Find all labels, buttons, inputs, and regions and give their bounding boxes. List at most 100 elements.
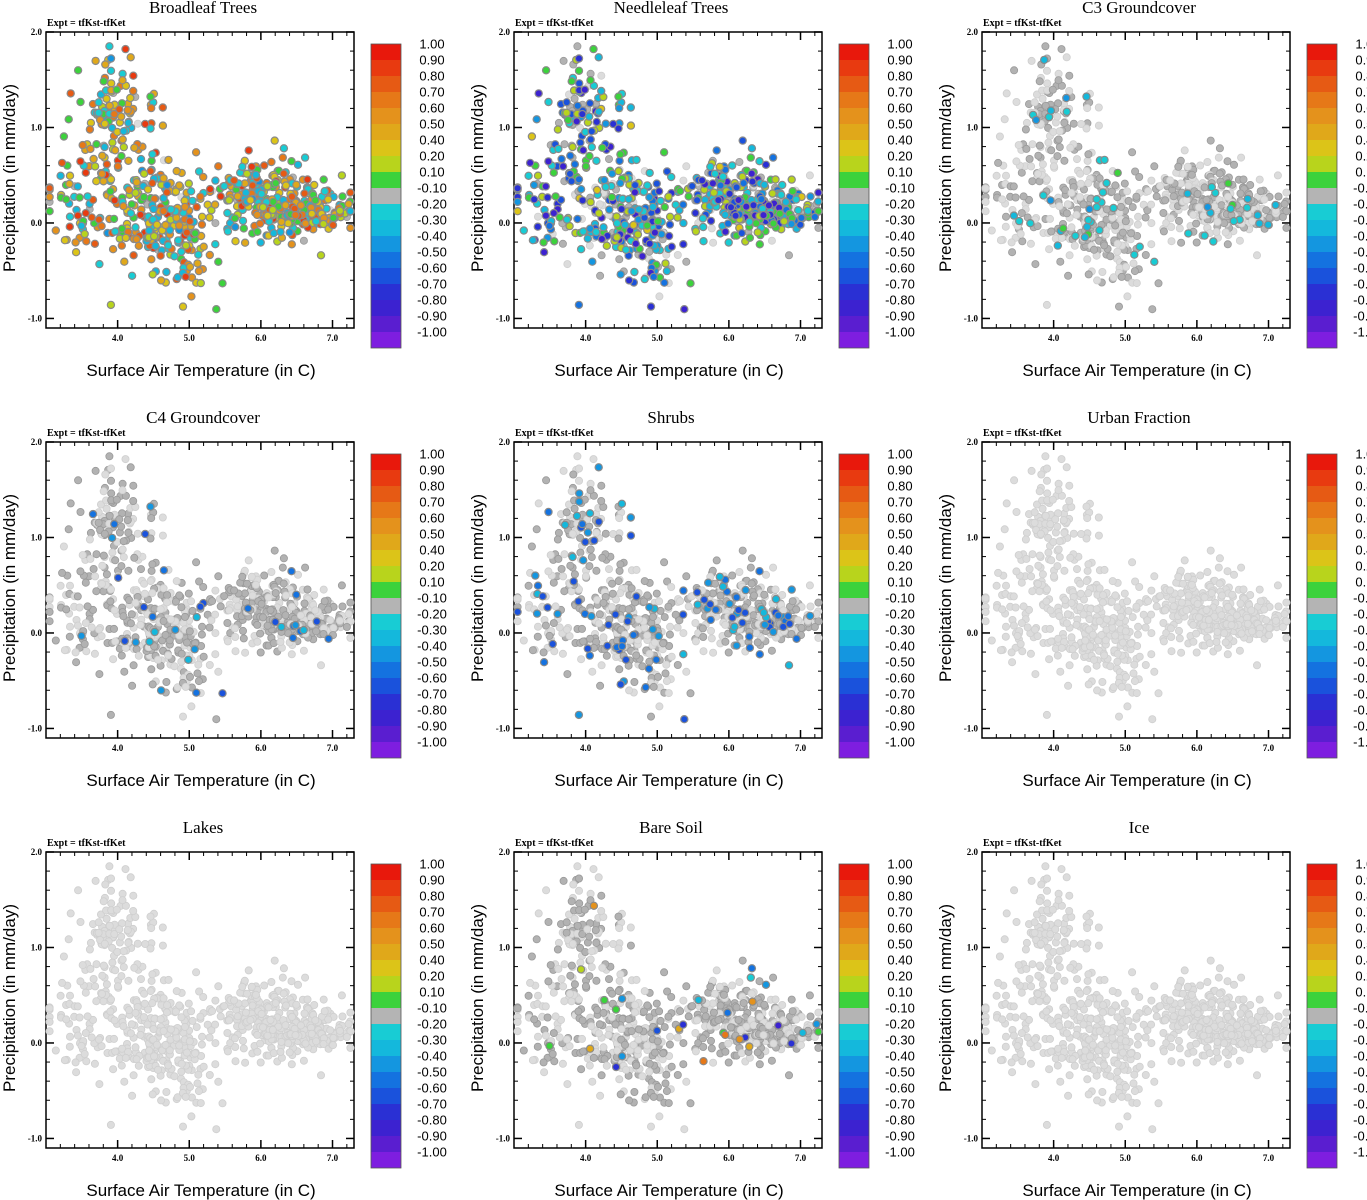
data-point-colored — [60, 235, 70, 245]
data-point-colored — [769, 219, 778, 228]
data-point — [230, 624, 239, 633]
data-point — [248, 591, 257, 600]
data-point — [110, 606, 119, 615]
data-point-colored — [532, 609, 542, 618]
data-point-colored — [771, 594, 781, 604]
data-point-colored — [633, 230, 643, 239]
data-point-colored — [312, 617, 321, 626]
data-point-colored — [120, 257, 129, 266]
data-point — [148, 680, 157, 689]
data-point — [625, 686, 634, 695]
data-point-colored — [277, 622, 286, 632]
data-point — [1053, 152, 1062, 161]
data-point-colored — [148, 612, 157, 622]
data-point-colored — [601, 119, 611, 128]
data-point-colored — [99, 77, 108, 86]
data-point — [788, 597, 797, 606]
colorbar-label: 0.90 — [1355, 53, 1367, 68]
data-point — [1128, 203, 1137, 212]
data-point — [132, 645, 141, 654]
y-tick-label: 2.0 — [499, 27, 511, 37]
data-point-colored — [700, 595, 709, 605]
data-point-colored — [575, 489, 584, 498]
data-point-colored — [287, 192, 297, 201]
data-point — [74, 476, 83, 485]
data-point — [140, 589, 149, 598]
data-point — [549, 578, 558, 587]
data-point-colored — [737, 228, 747, 238]
data-point-colored — [65, 179, 74, 189]
data-point — [56, 581, 65, 590]
data-point — [1237, 153, 1246, 162]
data-point — [66, 622, 75, 631]
colorbar-swatch — [1307, 220, 1337, 236]
data-point-colored — [170, 252, 179, 261]
data-point — [312, 627, 321, 636]
colorbar-swatch — [1307, 268, 1337, 284]
data-point-colored — [296, 201, 306, 210]
data-point — [513, 617, 522, 626]
colorbar-label: -0.20 — [1353, 197, 1367, 212]
colorbar-swatch — [371, 470, 401, 486]
data-point-colored — [102, 160, 112, 169]
x-tick-label: 7.0 — [1263, 333, 1275, 343]
data-point-colored — [164, 155, 173, 165]
data-point-colored — [223, 227, 233, 236]
data-point-colored — [159, 566, 169, 575]
data-point — [596, 271, 605, 280]
data-point — [1056, 257, 1065, 266]
colorbar-swatch — [371, 710, 401, 726]
data-point — [1022, 118, 1031, 127]
data-point — [153, 655, 162, 664]
data-point-colored — [1255, 219, 1264, 228]
data-point — [1183, 162, 1192, 171]
data-point-colored — [291, 210, 300, 220]
data-point-colored — [678, 610, 688, 619]
data-point — [1147, 219, 1156, 228]
colorbar-label: 0.90 — [887, 53, 912, 68]
data-point — [1167, 237, 1176, 246]
data-point — [83, 602, 92, 611]
data-point — [1147, 200, 1156, 209]
colorbar-label: 0.90 — [419, 463, 444, 478]
data-point-colored — [649, 272, 658, 282]
colorbar-swatch — [1307, 140, 1337, 156]
y-tick-label: 0.0 — [967, 628, 979, 638]
data-point-colored — [78, 140, 87, 150]
data-point — [709, 238, 718, 247]
data-point-colored — [51, 226, 61, 235]
data-point-colored — [741, 585, 750, 595]
colorbar-swatch — [839, 44, 869, 60]
data-point-colored — [291, 620, 300, 630]
colorbar-swatch — [371, 300, 401, 316]
colorbar-label: -0.90 — [1353, 309, 1367, 324]
data-point — [707, 626, 716, 635]
data-point-colored — [186, 187, 196, 196]
colorbar-swatch — [839, 534, 869, 550]
data-point — [223, 637, 232, 646]
colorbar-label: -0.80 — [885, 703, 915, 718]
data-point-colored — [243, 604, 253, 613]
data-point — [1090, 245, 1099, 254]
data-point — [597, 661, 606, 670]
y-tick-label: 0.0 — [499, 628, 511, 638]
data-point-colored — [614, 166, 623, 176]
data-point — [655, 597, 664, 606]
colorbar-label: -1.00 — [885, 325, 915, 340]
data-point — [814, 633, 823, 642]
data-point-colored — [706, 216, 716, 226]
data-point — [1220, 219, 1229, 228]
data-point-colored — [513, 607, 522, 617]
data-point-colored — [181, 272, 190, 282]
data-point — [1215, 144, 1224, 153]
data-point — [266, 606, 275, 615]
data-point — [1154, 279, 1163, 288]
data-point-colored — [106, 300, 116, 310]
y-tick-label: 1.0 — [499, 122, 511, 132]
data-point — [214, 667, 223, 676]
data-point — [231, 647, 240, 656]
data-point — [579, 637, 588, 646]
colorbar-swatch — [371, 332, 401, 348]
data-point-colored — [90, 239, 100, 248]
